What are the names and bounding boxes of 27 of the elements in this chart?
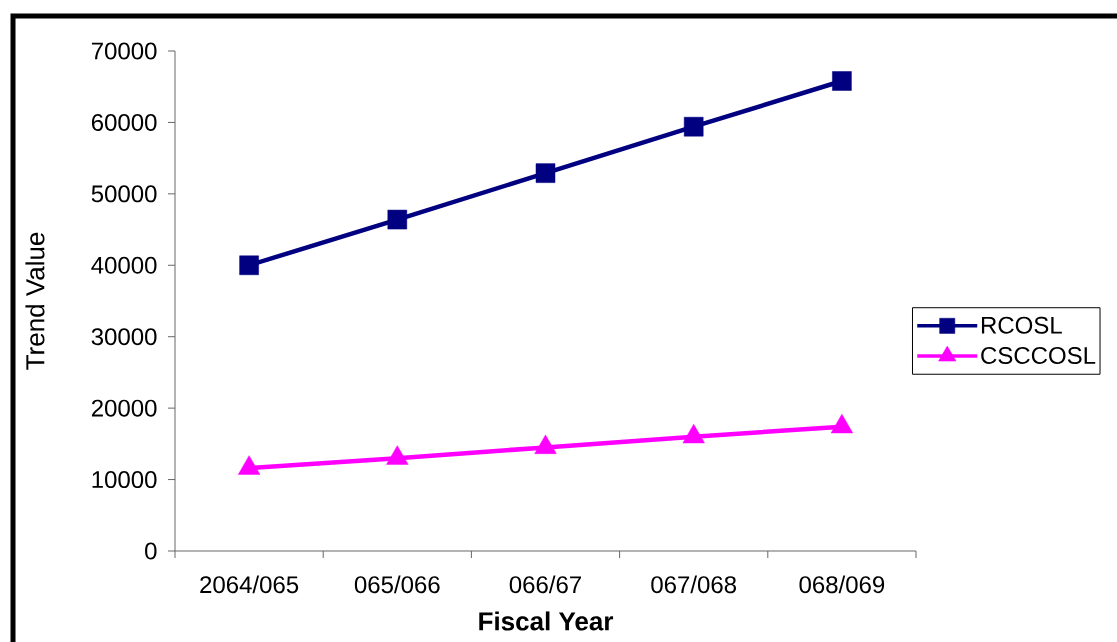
legend-label: RCOSL	[981, 316, 1062, 334]
y-tick-label: 70000	[91, 42, 157, 60]
point	[386, 445, 409, 465]
point	[534, 434, 557, 454]
point	[387, 209, 408, 230]
point	[535, 163, 556, 183]
y-tick-label: 20000	[91, 399, 157, 417]
legend-label: CSCCOSL	[981, 347, 1096, 364]
point	[832, 71, 852, 91]
y-tick-label: 30000	[91, 328, 157, 346]
y-tick-label: 60000	[91, 113, 157, 131]
point	[683, 116, 704, 137]
x-axis-title: Fiscal Year	[479, 611, 614, 631]
point	[682, 423, 705, 444]
y-tick-label: 40000	[91, 256, 157, 274]
y-tick-label: 0	[145, 542, 157, 560]
y-tick-label: 10000	[92, 471, 157, 489]
x-tick-label: 2064/065	[200, 575, 299, 594]
x-tick-label: 065/066	[354, 575, 440, 594]
x-tick-label: 066/67	[509, 575, 581, 594]
x-tick-label: 068/069	[799, 575, 885, 594]
point	[239, 255, 259, 276]
y-tick-label: 50000	[91, 185, 157, 203]
y-axis-title: Trend Value	[25, 232, 45, 370]
x-tick-label: 067/068	[651, 575, 737, 594]
point	[238, 455, 261, 475]
point	[830, 413, 853, 434]
